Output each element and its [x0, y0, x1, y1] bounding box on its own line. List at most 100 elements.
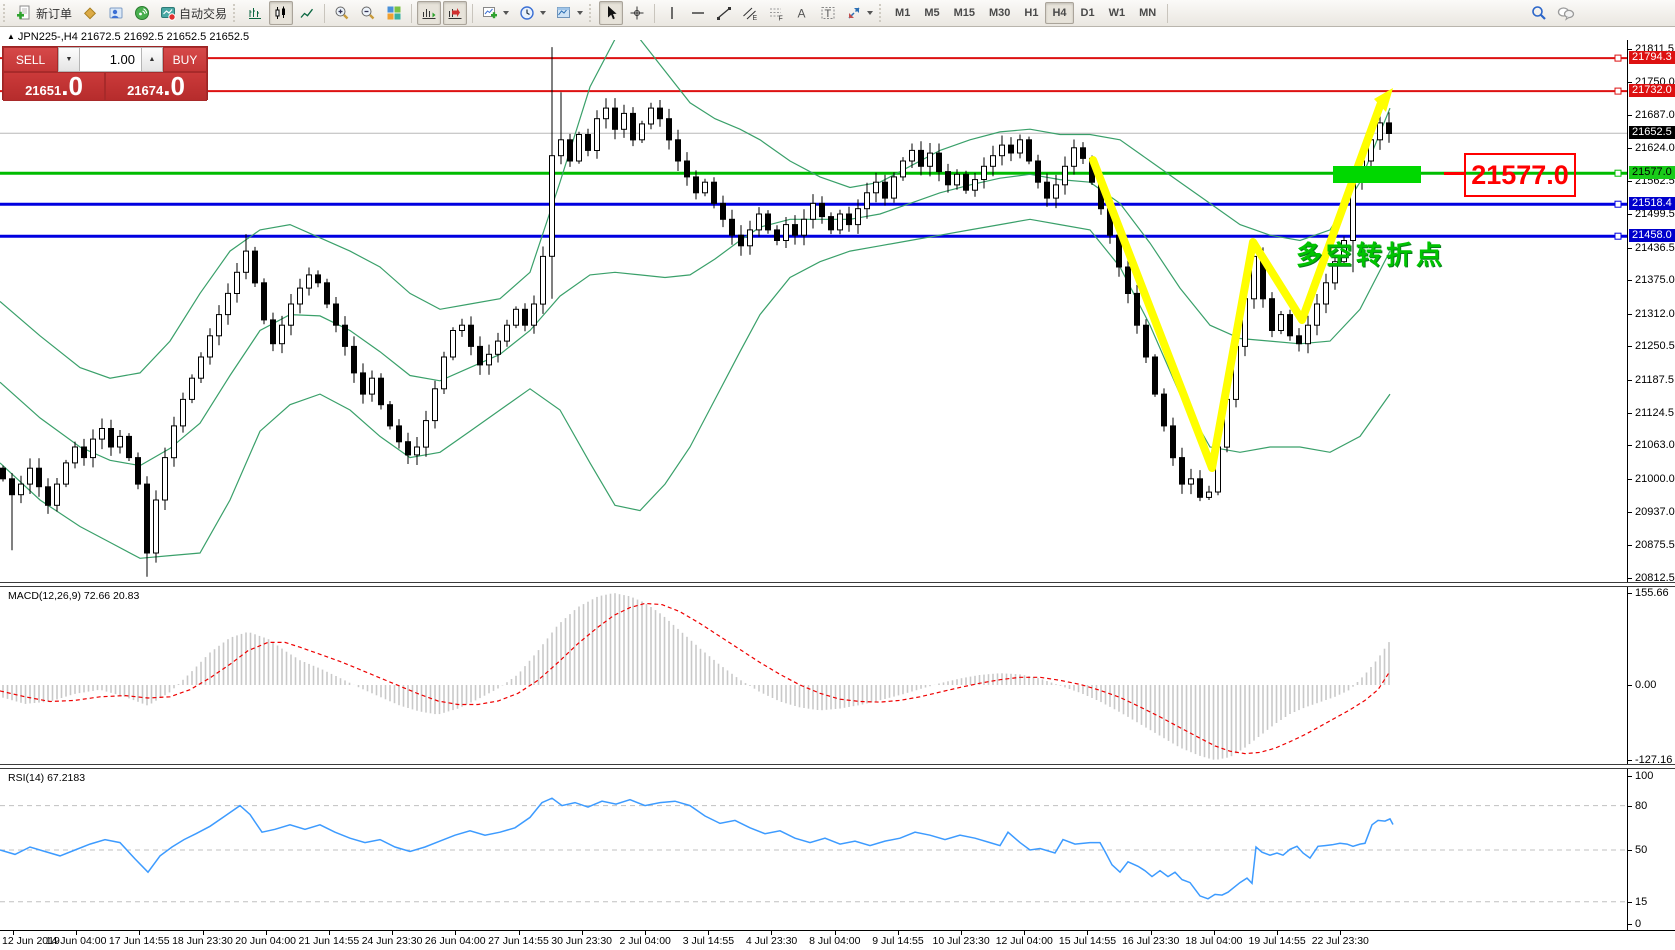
sell-price[interactable]: 21651.0 — [3, 72, 105, 101]
time-tick-mark — [1087, 931, 1089, 935]
toolbar-grip — [589, 4, 595, 22]
turning-point-note[interactable]: 多空转折点 — [1296, 240, 1447, 270]
sell-button[interactable]: SELL — [3, 47, 58, 72]
auto-scroll-icon — [421, 5, 437, 21]
chat-button[interactable] — [1553, 1, 1579, 25]
time-tick-mark — [139, 931, 141, 935]
zigzag-arrowhead — [1374, 88, 1393, 112]
new-chart-button[interactable] — [478, 1, 513, 25]
buy-price[interactable]: 21674.0 — [105, 72, 207, 101]
timeframe-h1[interactable]: H1 — [1024, 7, 1039, 19]
candlestick-chart-button[interactable] — [269, 1, 294, 25]
candles — [0, 47, 1392, 577]
pane-divider[interactable] — [0, 764, 1675, 769]
autotrading-button[interactable]: 自动交易 — [156, 1, 231, 25]
toolbar: 新订单 自动交易 — [0, 0, 1675, 27]
price-tick-label: 21624.0 — [1635, 142, 1675, 155]
zoom-in-button[interactable] — [330, 1, 354, 25]
zoom-out-button[interactable] — [356, 1, 380, 25]
hline-anchor[interactable] — [1614, 232, 1622, 240]
cursor-icon — [603, 5, 619, 21]
time-tick-mark — [1340, 931, 1342, 935]
text-tool-button[interactable]: A — [790, 1, 814, 25]
buy-button[interactable]: BUY — [163, 47, 207, 72]
channel-tool-button[interactable]: E — [738, 1, 762, 25]
volume-up-button[interactable]: ▲ — [141, 47, 163, 72]
pane-divider[interactable] — [0, 582, 1675, 587]
trendline-tool-button[interactable] — [712, 1, 736, 25]
timeframe-m5[interactable]: M5 — [924, 7, 940, 19]
chart-shift-icon — [447, 5, 463, 21]
volume-input[interactable] — [80, 47, 141, 72]
cursor-tool-button[interactable] — [599, 1, 624, 25]
price-axis[interactable]: 21811.5 21750.0 21687.0 21624.0 21562.5 21499… — [1627, 40, 1675, 930]
price-tick-mark — [1628, 313, 1632, 315]
timeframe-m1[interactable]: M1 — [895, 7, 911, 19]
fibonacci-tool-button[interactable]: F — [764, 1, 788, 25]
price-callout-box[interactable]: 21577.0 — [1464, 153, 1576, 197]
text-label-icon: T — [820, 5, 836, 21]
signals-button[interactable] — [130, 1, 154, 25]
metaeditor-button[interactable] — [78, 1, 102, 25]
strategy-tester-button[interactable] — [104, 1, 128, 25]
price-callout-text: 21577.0 — [1471, 159, 1569, 190]
periods-button[interactable] — [515, 1, 550, 25]
bar-chart-button[interactable] — [243, 1, 267, 25]
arrows-tool-button[interactable] — [842, 1, 877, 25]
timeframe-w1[interactable]: W1 — [1108, 7, 1126, 19]
hline-anchor[interactable] — [1614, 200, 1622, 208]
price-tick-label: 21499.5 — [1635, 208, 1675, 221]
search-button[interactable] — [1527, 1, 1551, 25]
price-tick-mark — [1628, 280, 1632, 282]
autotrading-label: 自动交易 — [179, 6, 228, 21]
macd-tick-label: 155.66 — [1635, 587, 1669, 599]
crosshair-tool-button[interactable] — [625, 1, 649, 25]
new-order-button[interactable]: 新订单 — [13, 1, 76, 25]
price-tick-mark — [1628, 412, 1632, 414]
timeframe-d1[interactable]: D1 — [1080, 7, 1095, 19]
time-tick-label: 21 Jun 14:55 — [298, 935, 360, 947]
time-tick-label: 8 Jul 04:00 — [809, 935, 861, 947]
time-tick-mark — [329, 931, 330, 935]
templates-button[interactable] — [552, 1, 587, 25]
time-tick-mark — [961, 931, 962, 935]
price-tick-mark — [1628, 247, 1632, 249]
chart-shift-button[interactable] — [443, 1, 468, 25]
time-tick-mark — [771, 931, 773, 935]
price-tick-label: 21250.5 — [1635, 340, 1675, 353]
zigzag-drawing[interactable] — [1089, 99, 1385, 472]
hline-price-badge: 21518.4 — [1629, 197, 1675, 211]
text-label-tool-button[interactable]: T — [816, 1, 840, 25]
timeframe-m30[interactable]: M30 — [989, 7, 1011, 19]
time-axis[interactable]: 12 Jun 2019 14 Jun 04:00 17 Jun 14:55 18 Ju… — [0, 930, 1675, 950]
price-tick-mark — [1628, 180, 1632, 182]
horizontal-line-tool-button[interactable] — [686, 1, 710, 25]
price-tick-label: 20937.0 — [1635, 506, 1675, 519]
vertical-line-tool-button[interactable] — [660, 1, 684, 25]
crosshair-icon — [629, 5, 645, 21]
toolbar-grip — [3, 4, 9, 22]
macd-pane[interactable] — [0, 586, 1627, 763]
main-chart[interactable] — [0, 40, 1627, 583]
fibonacci-icon: F — [768, 5, 784, 21]
auto-scroll-button[interactable] — [417, 1, 442, 25]
tile-windows-button[interactable] — [382, 1, 406, 25]
metaeditor-icon — [82, 5, 98, 21]
timeframe-h4[interactable]: H4 — [1045, 2, 1074, 24]
price-tick-label: 21063.0 — [1635, 439, 1675, 452]
hline-anchor[interactable] — [1614, 87, 1622, 95]
time-tick-label: 26 Jun 04:00 — [424, 935, 486, 947]
timeframe-mn[interactable]: MN — [1139, 7, 1157, 19]
toolbar-separator — [472, 3, 474, 23]
time-tick-mark — [897, 931, 899, 935]
volume-down-button[interactable]: ▼ — [58, 47, 80, 72]
rsi-tick-mark — [1628, 901, 1632, 903]
rsi-pane[interactable] — [0, 768, 1627, 930]
hline-anchor[interactable] — [1614, 169, 1622, 177]
highlight-rectangle[interactable] — [1333, 166, 1421, 183]
line-chart-button[interactable] — [295, 1, 319, 25]
hline-anchor[interactable] — [1614, 54, 1622, 62]
time-tick-label: 2 Jul 04:00 — [619, 935, 671, 947]
time-tick-mark — [1150, 931, 1152, 935]
timeframe-m15[interactable]: M15 — [953, 7, 975, 19]
